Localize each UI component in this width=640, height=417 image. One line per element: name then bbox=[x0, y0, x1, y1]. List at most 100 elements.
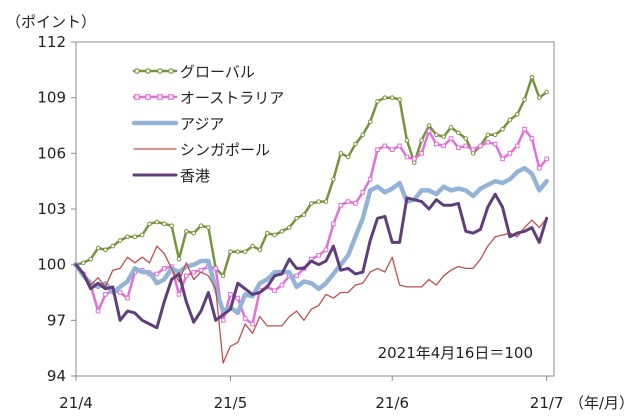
data-point bbox=[514, 143, 520, 149]
data-point bbox=[522, 97, 527, 102]
data-point bbox=[544, 156, 549, 162]
base-date-annotation: 2021年4月16日＝100 bbox=[378, 344, 533, 362]
data-point bbox=[220, 273, 226, 279]
data-point bbox=[110, 243, 116, 249]
legend-label: グローバル bbox=[180, 63, 255, 81]
x-tick-label: 21/6 bbox=[375, 394, 409, 412]
data-point bbox=[323, 247, 329, 253]
data-point bbox=[389, 95, 395, 100]
legend-marker bbox=[157, 68, 163, 74]
data-point bbox=[279, 282, 285, 288]
data-point bbox=[132, 234, 138, 240]
data-point bbox=[397, 97, 402, 102]
data-point bbox=[485, 132, 491, 138]
series-5 bbox=[74, 192, 549, 330]
data-point bbox=[514, 112, 520, 117]
data-point bbox=[419, 138, 424, 143]
data-point bbox=[367, 119, 373, 125]
data-point bbox=[88, 256, 94, 262]
data-point bbox=[294, 273, 299, 279]
data-point bbox=[176, 256, 182, 262]
data-point bbox=[463, 143, 469, 149]
series-line bbox=[74, 76, 548, 278]
data-point bbox=[367, 177, 373, 182]
data-point bbox=[434, 141, 439, 147]
data-point bbox=[529, 136, 535, 141]
x-tick-label: 21/4 bbox=[59, 394, 93, 412]
data-point bbox=[382, 143, 388, 149]
legend-item: オーストラリア bbox=[132, 89, 284, 107]
data-point bbox=[257, 247, 263, 253]
data-point bbox=[95, 308, 101, 314]
data-point bbox=[375, 99, 380, 104]
y-tick-label: 112 bbox=[37, 33, 66, 51]
data-point bbox=[426, 128, 432, 134]
data-point bbox=[360, 190, 366, 195]
data-point bbox=[213, 266, 219, 271]
legend-item: グローバル bbox=[132, 63, 255, 81]
data-point bbox=[286, 225, 292, 230]
data-point bbox=[338, 151, 344, 156]
data-point bbox=[426, 123, 432, 128]
data-point bbox=[507, 117, 513, 123]
series-2 bbox=[73, 126, 549, 327]
y-tick-label: 100 bbox=[37, 256, 66, 274]
data-point bbox=[375, 147, 380, 152]
data-point bbox=[198, 223, 204, 228]
x-axis-title: （年/月） bbox=[569, 394, 634, 412]
data-point bbox=[117, 238, 123, 243]
legend-marker bbox=[168, 68, 174, 74]
data-point bbox=[242, 316, 248, 321]
data-point bbox=[125, 234, 130, 240]
y-tick-label: 103 bbox=[37, 200, 66, 218]
data-point bbox=[441, 134, 446, 139]
y-tick-label: 106 bbox=[37, 144, 66, 162]
data-point bbox=[316, 253, 321, 258]
legend-marker bbox=[134, 68, 140, 74]
data-point bbox=[338, 202, 344, 208]
series-3 bbox=[73, 165, 549, 316]
data-point bbox=[250, 321, 255, 327]
data-point bbox=[242, 249, 248, 254]
data-point bbox=[95, 245, 101, 251]
data-point bbox=[161, 221, 167, 227]
series-line bbox=[74, 192, 549, 330]
data-point bbox=[397, 143, 402, 149]
data-point bbox=[522, 126, 527, 132]
legend-marker bbox=[145, 68, 151, 74]
data-point bbox=[154, 271, 160, 277]
data-point bbox=[272, 288, 277, 293]
data-point bbox=[404, 154, 410, 160]
data-point bbox=[125, 295, 130, 301]
data-point bbox=[184, 273, 189, 279]
data-point bbox=[147, 221, 152, 227]
data-point bbox=[176, 292, 182, 297]
legend-item: シンガポール bbox=[133, 141, 270, 159]
data-point bbox=[169, 223, 174, 228]
data-point bbox=[536, 165, 542, 171]
data-point bbox=[544, 89, 549, 95]
data-point bbox=[272, 232, 277, 238]
data-point bbox=[301, 212, 307, 217]
data-point bbox=[191, 269, 196, 275]
legend-marker bbox=[157, 94, 163, 100]
legend-marker bbox=[168, 94, 174, 100]
data-point bbox=[448, 136, 454, 141]
data-point bbox=[139, 232, 145, 238]
data-point bbox=[411, 160, 417, 165]
data-point bbox=[360, 132, 366, 138]
data-point bbox=[345, 154, 351, 160]
data-point bbox=[411, 156, 417, 162]
data-point bbox=[470, 147, 476, 152]
data-point bbox=[250, 243, 255, 249]
data-point bbox=[228, 292, 233, 297]
data-point bbox=[463, 136, 469, 141]
data-point bbox=[492, 132, 498, 138]
data-point bbox=[345, 199, 351, 204]
data-point bbox=[353, 141, 358, 147]
y-tick-label: 97 bbox=[47, 311, 66, 329]
data-point bbox=[456, 130, 461, 136]
x-tick-label: 21/5 bbox=[214, 394, 248, 412]
data-point bbox=[235, 295, 241, 301]
